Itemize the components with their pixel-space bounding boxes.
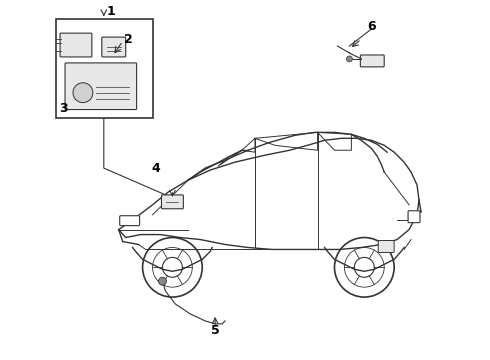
Text: 6: 6: [367, 20, 376, 33]
Text: 2: 2: [124, 33, 133, 46]
Circle shape: [346, 56, 352, 62]
FancyBboxPatch shape: [408, 211, 420, 223]
FancyBboxPatch shape: [378, 240, 394, 252]
Circle shape: [73, 83, 93, 103]
Text: 5: 5: [211, 324, 220, 337]
Text: 3: 3: [59, 102, 67, 115]
FancyBboxPatch shape: [360, 55, 384, 67]
FancyBboxPatch shape: [65, 63, 137, 109]
Circle shape: [158, 277, 167, 285]
Text: 1: 1: [106, 5, 115, 18]
FancyBboxPatch shape: [120, 216, 140, 226]
FancyBboxPatch shape: [102, 37, 125, 57]
Text: 4: 4: [151, 162, 160, 175]
Bar: [56, 19, 152, 118]
FancyBboxPatch shape: [162, 195, 183, 209]
FancyBboxPatch shape: [60, 33, 92, 57]
